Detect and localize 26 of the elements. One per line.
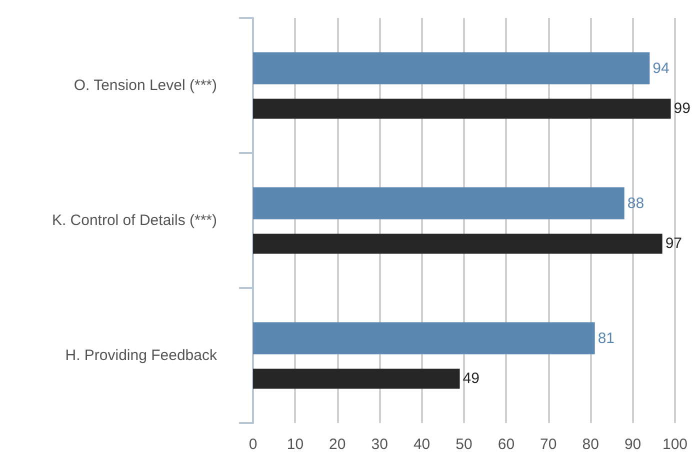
bar (253, 322, 595, 354)
x-tick-label: 0 (248, 436, 258, 453)
bar (253, 234, 662, 254)
x-tick-label: 60 (498, 436, 515, 453)
x-tick-label: 10 (286, 436, 304, 453)
bar (253, 98, 671, 119)
x-tick-label: 100 (662, 436, 688, 453)
x-tick-label: 80 (582, 436, 599, 453)
data-label: 97 (665, 235, 682, 252)
x-tick-label: 40 (413, 436, 430, 453)
x-tick-label: 20 (329, 436, 346, 453)
bar (253, 187, 624, 220)
data-label: 49 (462, 370, 480, 388)
bar (253, 52, 650, 84)
data-label: 94 (652, 60, 670, 77)
y-tick-label: K. Control of Details (***) (52, 212, 217, 229)
bar (253, 368, 460, 389)
x-tick-label: 50 (456, 436, 472, 453)
y-tick-label: H. Providing Feedback (65, 347, 218, 364)
y-tick-label: O. Tension Level (***) (74, 77, 217, 94)
data-label: 81 (598, 330, 615, 347)
data-label: 88 (627, 194, 644, 212)
x-tick-label: 90 (624, 436, 642, 453)
data-label: 99 (674, 100, 690, 118)
x-tick-label: 70 (540, 436, 557, 453)
x-tick-label: 30 (371, 436, 388, 453)
